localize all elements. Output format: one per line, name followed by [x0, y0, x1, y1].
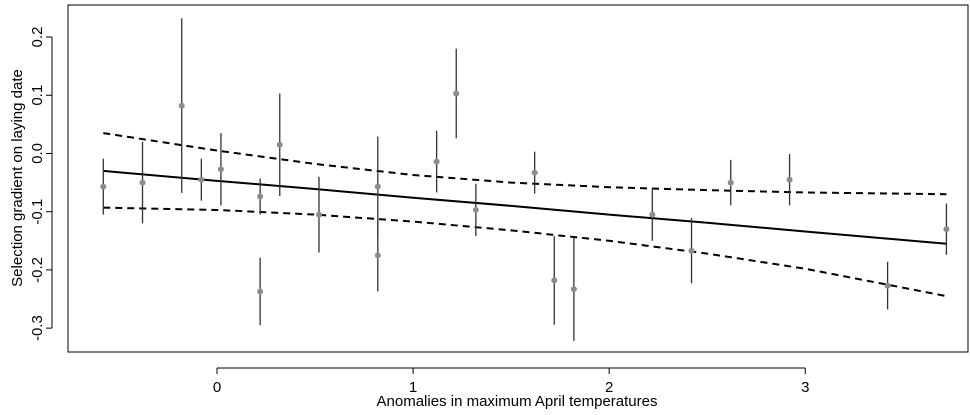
point — [100, 183, 107, 190]
point — [198, 176, 205, 183]
y-axis-label: Selection gradient on laying date — [9, 69, 26, 287]
point — [570, 286, 577, 293]
x-tick-label: 3 — [801, 379, 809, 396]
y-tick-label: 0.0 — [29, 143, 46, 164]
y-tick-label: 0.2 — [29, 27, 46, 48]
point — [315, 211, 322, 218]
y-tick-label: -0.1 — [29, 199, 46, 225]
confidence-line — [103, 206, 947, 298]
point — [217, 166, 224, 173]
point — [472, 206, 479, 213]
plot-frame — [67, 4, 969, 353]
point — [257, 288, 264, 295]
confidence-line — [103, 132, 947, 196]
y-tick-label: -0.3 — [29, 315, 46, 341]
point — [551, 277, 558, 284]
x-axis-label: Anomalies in maximum April temperatures — [377, 393, 658, 410]
x-tick-label: 2 — [605, 379, 613, 396]
point — [374, 183, 381, 190]
point — [276, 141, 283, 148]
x-tick-label: 1 — [409, 379, 417, 396]
point — [727, 179, 734, 186]
point — [943, 226, 950, 233]
point — [688, 247, 695, 254]
point — [257, 193, 264, 200]
point — [139, 179, 146, 186]
point — [433, 158, 440, 165]
x-tick-label: 0 — [213, 379, 221, 396]
point — [178, 102, 185, 109]
point — [531, 169, 538, 176]
point — [453, 90, 460, 97]
point — [786, 176, 793, 183]
fit-line — [103, 169, 947, 245]
point — [374, 252, 381, 259]
y-tick-label: 0.1 — [29, 85, 46, 106]
point — [649, 211, 656, 218]
point — [884, 282, 891, 289]
y-tick-label: -0.2 — [29, 257, 46, 283]
